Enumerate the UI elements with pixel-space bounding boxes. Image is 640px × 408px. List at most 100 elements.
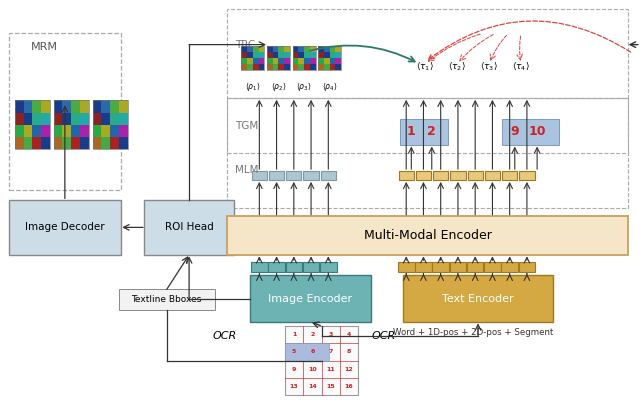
Bar [298, 52, 304, 58]
Bar [484, 171, 500, 180]
Bar [451, 171, 466, 180]
Bar [259, 52, 264, 58]
Text: Multi-Modal Encoder: Multi-Modal Encoder [364, 229, 492, 242]
Bar [318, 46, 341, 70]
Text: $\langle\rho_3\rangle$: $\langle\rho_3\rangle$ [296, 80, 312, 93]
Bar [310, 58, 316, 64]
Bar [484, 262, 500, 272]
Bar [110, 113, 119, 125]
Bar [32, 137, 41, 149]
Bar [330, 64, 335, 70]
Bar [110, 137, 119, 149]
Bar [467, 262, 483, 272]
Bar [298, 46, 304, 52]
Bar [303, 171, 319, 180]
Text: TGM: TGM [235, 121, 259, 131]
Text: 9: 9 [511, 125, 519, 138]
Bar [15, 100, 24, 113]
Bar [247, 46, 253, 52]
Bar [227, 9, 628, 98]
Bar [63, 125, 71, 137]
Bar [273, 64, 278, 70]
Bar [298, 64, 304, 70]
Bar [253, 46, 259, 52]
Bar [519, 171, 534, 180]
Bar [119, 137, 128, 149]
Text: $\langle\tau_4\rangle$: $\langle\tau_4\rangle$ [512, 60, 530, 72]
Text: Image Encoder: Image Encoder [268, 293, 353, 304]
Bar [292, 58, 298, 64]
Bar [292, 46, 298, 52]
Bar [399, 171, 414, 180]
Bar [267, 46, 273, 52]
Bar [259, 58, 264, 64]
Bar [304, 64, 310, 70]
Text: ROI Head: ROI Head [164, 222, 214, 233]
Bar [41, 125, 50, 137]
Text: 13: 13 [290, 384, 298, 389]
Bar [335, 52, 341, 58]
Bar [93, 125, 101, 137]
Bar [286, 171, 301, 180]
Bar [416, 171, 431, 180]
Bar [71, 137, 80, 149]
Bar [284, 58, 290, 64]
Text: Word + 1D-pos + 2D-pos + Segment: Word + 1D-pos + 2D-pos + Segment [393, 328, 554, 337]
Bar [273, 58, 278, 64]
Bar [241, 46, 264, 70]
Bar [269, 171, 284, 180]
Bar [502, 119, 559, 145]
Bar [433, 262, 449, 272]
Text: 11: 11 [326, 367, 335, 372]
Bar [251, 262, 268, 272]
Bar [310, 64, 316, 70]
Bar [259, 46, 264, 52]
Bar [278, 46, 284, 52]
Bar [318, 58, 324, 64]
Bar [110, 125, 119, 137]
Bar [93, 113, 101, 125]
Bar [285, 343, 329, 361]
Bar [267, 58, 273, 64]
Bar [119, 113, 128, 125]
Bar [119, 100, 128, 113]
Bar [303, 262, 319, 272]
Bar [247, 64, 253, 70]
Bar [433, 171, 449, 180]
Bar [110, 100, 119, 113]
Bar [71, 113, 80, 125]
Bar [54, 125, 63, 137]
Bar [101, 137, 110, 149]
Bar [63, 100, 71, 113]
Text: 3: 3 [328, 332, 333, 337]
Bar [335, 64, 341, 70]
Bar [267, 64, 273, 70]
Text: OCR: OCR [212, 331, 236, 341]
Bar [330, 46, 335, 52]
Bar [250, 275, 371, 322]
Bar [15, 137, 24, 149]
Bar [335, 58, 341, 64]
Text: $\langle\tau_3\rangle$: $\langle\tau_3\rangle$ [480, 60, 498, 72]
Text: Text Encoder: Text Encoder [442, 293, 514, 304]
Text: 4: 4 [347, 332, 351, 337]
Bar [285, 326, 358, 395]
Bar [32, 125, 41, 137]
Bar [318, 64, 324, 70]
Bar [324, 46, 330, 52]
Text: $\langle\tau_1\rangle$: $\langle\tau_1\rangle$ [417, 60, 435, 72]
Bar [9, 200, 121, 255]
Bar [15, 113, 24, 125]
Bar [335, 46, 341, 52]
Bar [101, 113, 110, 125]
Bar [32, 113, 41, 125]
Text: OCR: OCR [372, 331, 396, 341]
Bar [278, 58, 284, 64]
Bar [403, 275, 553, 322]
Bar [398, 262, 415, 272]
Bar [54, 100, 63, 113]
Text: $\langle\rho_4\rangle$: $\langle\rho_4\rangle$ [322, 80, 337, 93]
Bar [273, 52, 278, 58]
Bar [54, 137, 63, 149]
Bar [9, 33, 121, 190]
